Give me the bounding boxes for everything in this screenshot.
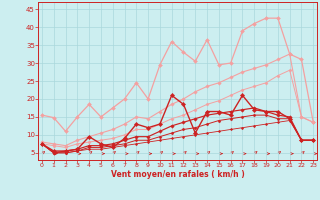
X-axis label: Vent moyen/en rafales ( km/h ): Vent moyen/en rafales ( km/h )	[111, 170, 244, 179]
